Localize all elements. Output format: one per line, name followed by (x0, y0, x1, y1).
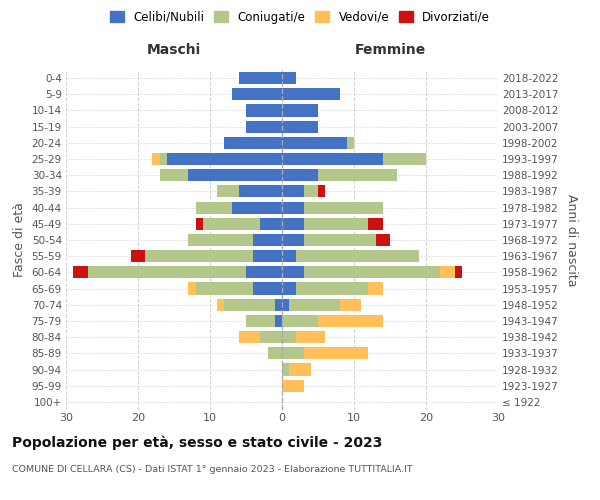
Bar (296, 331, 325, 343)
Bar (282, 137, 347, 149)
Bar (253, 234, 282, 246)
Bar (253, 250, 282, 262)
Bar (318, 169, 397, 181)
Bar (275, 298, 282, 311)
Bar (304, 186, 318, 198)
Bar (167, 153, 282, 165)
Bar (282, 104, 318, 117)
Bar (282, 202, 304, 213)
Bar (282, 88, 340, 101)
Bar (246, 315, 275, 327)
Bar (455, 266, 462, 278)
Bar (282, 380, 304, 392)
Bar (196, 282, 253, 294)
Bar (282, 364, 289, 376)
Bar (160, 169, 188, 181)
Bar (347, 137, 354, 149)
Bar (304, 348, 368, 360)
Bar (318, 315, 383, 327)
Bar (232, 202, 282, 213)
Bar (282, 282, 296, 294)
Bar (217, 186, 239, 198)
Bar (383, 153, 426, 165)
Bar (196, 202, 232, 213)
Bar (188, 169, 282, 181)
Bar (246, 120, 282, 132)
Bar (282, 250, 296, 262)
Bar (282, 218, 304, 230)
Bar (340, 298, 361, 311)
Bar (239, 331, 260, 343)
Bar (73, 266, 88, 278)
Y-axis label: Anni di nascita: Anni di nascita (565, 194, 578, 286)
Text: COMUNE DI CELLARA (CS) - Dati ISTAT 1° gennaio 2023 - Elaborazione TUTTITALIA.IT: COMUNE DI CELLARA (CS) - Dati ISTAT 1° g… (12, 465, 413, 474)
Bar (188, 282, 196, 294)
Bar (260, 218, 282, 230)
Bar (282, 72, 296, 84)
Bar (152, 153, 160, 165)
Bar (282, 153, 383, 165)
Bar (282, 120, 318, 132)
Bar (217, 298, 224, 311)
Bar (246, 266, 282, 278)
Bar (224, 137, 282, 149)
Bar (282, 186, 304, 198)
Text: Femmine: Femmine (355, 43, 425, 57)
Bar (296, 250, 419, 262)
Bar (304, 218, 368, 230)
Bar (282, 331, 296, 343)
Bar (224, 298, 275, 311)
Bar (304, 266, 440, 278)
Bar (145, 250, 253, 262)
Bar (239, 186, 282, 198)
Bar (282, 169, 318, 181)
Bar (246, 104, 282, 117)
Bar (203, 218, 260, 230)
Bar (282, 234, 304, 246)
Bar (304, 234, 376, 246)
Bar (440, 266, 455, 278)
Bar (260, 331, 282, 343)
Bar (275, 315, 282, 327)
Text: Maschi: Maschi (147, 43, 201, 57)
Bar (268, 348, 282, 360)
Bar (239, 72, 282, 84)
Bar (368, 218, 383, 230)
Bar (282, 266, 304, 278)
Bar (282, 298, 289, 311)
Bar (368, 282, 383, 294)
Legend: Celibi/Nubili, Coniugati/e, Vedovi/e, Divorziati/e: Celibi/Nubili, Coniugati/e, Vedovi/e, Di… (105, 6, 495, 28)
Bar (232, 88, 282, 101)
Bar (282, 348, 304, 360)
Bar (188, 234, 253, 246)
Bar (160, 153, 167, 165)
Bar (296, 282, 368, 294)
Bar (282, 315, 318, 327)
Bar (289, 364, 311, 376)
Bar (376, 234, 390, 246)
Bar (131, 250, 145, 262)
Bar (304, 202, 383, 213)
Bar (253, 282, 282, 294)
Bar (318, 186, 325, 198)
Y-axis label: Fasce di età: Fasce di età (13, 202, 26, 278)
Text: Popolazione per età, sesso e stato civile - 2023: Popolazione per età, sesso e stato civil… (12, 435, 382, 450)
Bar (196, 218, 203, 230)
Bar (88, 266, 246, 278)
Bar (289, 298, 340, 311)
